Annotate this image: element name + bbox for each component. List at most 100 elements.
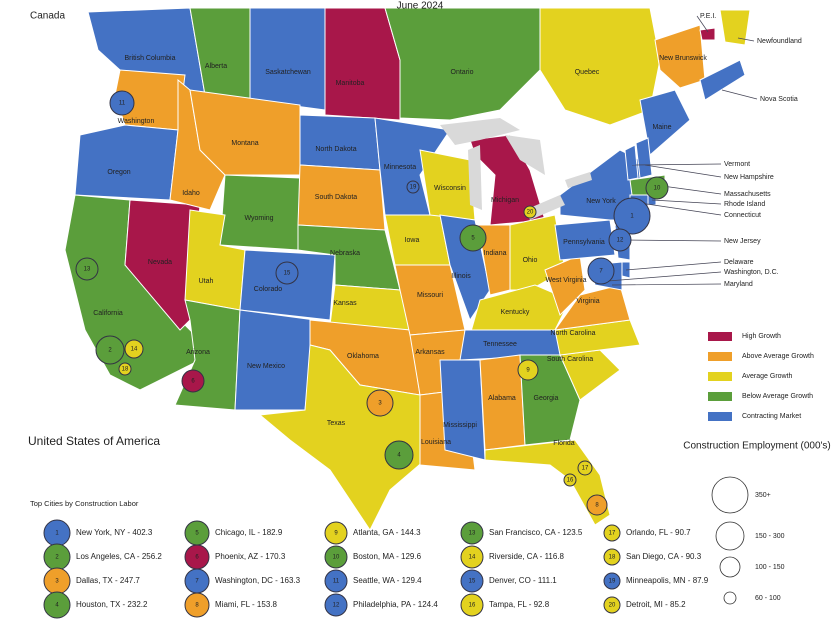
list-label: New York, NY - 402.3: [76, 528, 153, 537]
region: [324, 7, 401, 121]
city-marker: [587, 257, 615, 285]
legend-swatch: [708, 352, 732, 361]
city-marker: [384, 440, 414, 470]
city-rank: 8: [595, 503, 599, 509]
city-rank: 6: [191, 379, 195, 385]
city-marker: [109, 90, 135, 116]
list-rank: 10: [333, 555, 340, 561]
list-marker: [324, 593, 348, 617]
city-rank: 18: [122, 367, 129, 373]
list-rank: 2: [55, 555, 59, 561]
list-rank: 19: [609, 579, 616, 585]
list-label: Atlanta, GA - 144.3: [353, 528, 421, 537]
list-label: Boston, MA - 129.6: [353, 552, 422, 561]
list-label: Riverside, CA - 116.8: [489, 552, 565, 561]
list-label: San Diego, CA - 90.3: [626, 552, 702, 561]
callout-label: Washington, D.C.: [724, 269, 779, 276]
list-rank: 3: [55, 579, 59, 585]
list-marker: [603, 524, 621, 542]
list-label: Minneapolis, MN - 87.9: [626, 576, 709, 585]
region-label: Missouri: [417, 292, 444, 299]
callout-label: Connecticut: [724, 212, 761, 219]
city-marker: [523, 205, 537, 219]
size-legend-circle: [711, 476, 749, 514]
city-rank: 7: [599, 269, 603, 275]
size-legend-label: 100 - 150: [755, 564, 785, 571]
size-legend-circle: [719, 556, 741, 578]
list-label: San Francisco, CA - 123.5: [489, 528, 583, 537]
region-label: Nevada: [148, 259, 172, 266]
list-label: Philadelphia, PA - 124.4: [353, 600, 438, 609]
list-rank: 18: [609, 555, 616, 561]
region-label: Quebec: [575, 69, 600, 76]
city-rank: 13: [84, 267, 91, 273]
region-label: New Brunswick: [659, 55, 707, 62]
region: [219, 174, 301, 251]
region-label: Wisconsin: [434, 185, 466, 192]
city-rank: 15: [284, 271, 291, 277]
city-marker: [577, 460, 593, 476]
lake: [505, 135, 545, 175]
callout-label: Massachusetts: [724, 191, 771, 198]
city-rank: 4: [397, 453, 401, 459]
callout-arrow: [644, 164, 722, 178]
region-label: British Columbia: [125, 55, 176, 62]
list-label: Tampa, FL - 92.8: [489, 600, 550, 609]
callout-label: Vermont: [724, 161, 750, 168]
list-rank: 8: [195, 603, 199, 609]
city-rank: 5: [471, 236, 475, 242]
region-label: Saskatchewan: [265, 69, 311, 76]
size-legend-circle: [715, 521, 745, 551]
list-rank: 17: [609, 531, 616, 537]
city-rank: 10: [654, 186, 661, 192]
list-marker: [460, 569, 484, 593]
list-marker: [603, 548, 621, 566]
list-label: Washington, DC - 163.3: [215, 576, 301, 585]
region-label: New Mexico: [247, 363, 285, 370]
callout-label: Nova Scotia: [760, 96, 798, 103]
region-label: Wyoming: [244, 215, 273, 222]
list-label: Detroit, MI - 85.2: [626, 600, 686, 609]
city-marker: [75, 257, 99, 281]
legend-label: Average Growth: [742, 373, 793, 380]
region-label: Texas: [327, 420, 346, 427]
callout-label: New Jersey: [724, 238, 761, 245]
list-marker: [43, 591, 71, 619]
callout-arrow: [696, 15, 709, 33]
list-label: Denver, CO - 111.1: [489, 576, 557, 585]
legend-swatch: [708, 392, 732, 401]
city-rank: 19: [410, 185, 417, 191]
list-marker: [324, 545, 348, 569]
list-rank: 6: [195, 555, 199, 561]
list-marker: [460, 521, 484, 545]
region-label: Illinois: [451, 273, 471, 280]
list-marker: [460, 593, 484, 617]
region-label: Maine: [652, 124, 671, 131]
callout-arrow: [624, 239, 722, 242]
region-label: Colorado: [254, 286, 283, 293]
callout-label: Newfoundland: [757, 38, 802, 45]
region-label: Arkansas: [415, 349, 445, 356]
region: [624, 144, 639, 181]
region-label: Georgia: [534, 395, 559, 402]
list-label: Seattle, WA - 129.4: [353, 576, 422, 585]
city-rank: 9: [526, 368, 530, 374]
region-label: Minnesota: [384, 164, 416, 171]
callout-arrow: [721, 89, 758, 100]
region: [249, 7, 326, 111]
list-rank: 5: [195, 531, 199, 537]
region-label: Ohio: [523, 257, 538, 264]
city-marker: [124, 339, 144, 359]
region-label: Kentucky: [501, 309, 530, 316]
region: [544, 254, 586, 316]
list-rank: 1: [55, 531, 59, 537]
great-lakes: [440, 118, 592, 220]
city-rank: 14: [131, 347, 138, 353]
list-rank: 9: [334, 531, 338, 537]
city-marker: [459, 224, 487, 252]
region-label: Montana: [231, 140, 258, 147]
city-marker: [586, 494, 608, 516]
legend-label: High Growth: [742, 333, 781, 340]
city-marker: [645, 176, 669, 200]
list-rank: 7: [195, 579, 199, 585]
